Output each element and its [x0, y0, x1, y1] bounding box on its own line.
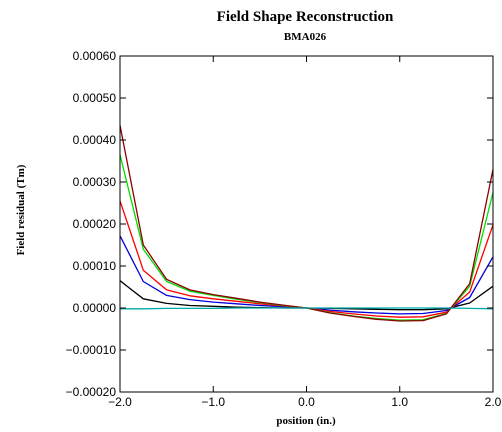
y-tick-label: −0.00020	[66, 385, 117, 399]
y-tick-label: 0.00020	[73, 217, 117, 231]
x-tick-label: 2.0	[485, 395, 502, 409]
y-tick-label: 0.00040	[73, 133, 117, 147]
y-tick-label: 0.00030	[73, 175, 117, 189]
y-tick-label: 0.00060	[73, 49, 117, 63]
plot-frame	[119, 55, 494, 393]
x-tick-label: 1.0	[391, 395, 408, 409]
y-tick-label: 0.00050	[73, 91, 117, 105]
y-tick-label: 0.00010	[73, 259, 117, 273]
x-tick-label: −2.0	[108, 395, 132, 409]
chart-subtitle: BMA026	[284, 31, 327, 43]
chart-title: Field Shape Reconstruction	[217, 9, 394, 25]
series-line-6	[120, 307, 494, 310]
x-tick-label: 0.0	[298, 395, 315, 409]
x-tick-label: −1.0	[201, 395, 225, 409]
y-tick-label: −0.00010	[66, 343, 117, 357]
series-layer	[119, 125, 494, 322]
series-line-2	[119, 235, 494, 315]
y-tick-label: 0.00000	[73, 301, 117, 315]
y-axis-label: Field residual (Tm)	[15, 164, 27, 255]
axes-layer: −2.0 −1.0 0.0 1.0 2.0 −0.00020 −0.00010 0.00000…	[66, 49, 502, 409]
x-axis-label: position (in.)	[276, 415, 336, 427]
series-line-3	[119, 200, 494, 318]
series-line-4	[119, 154, 494, 321]
